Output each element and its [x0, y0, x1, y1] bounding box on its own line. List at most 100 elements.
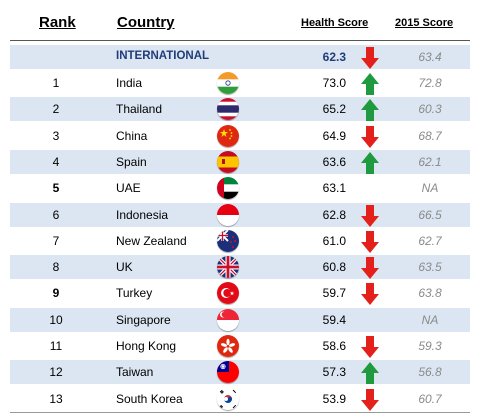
health-score-column-header: Health Score	[301, 17, 369, 29]
2015-score-cell: 60.3	[418, 102, 442, 117]
2015-score-cell: 62.7	[418, 233, 442, 248]
country-cell: India	[116, 76, 143, 90]
table-row: 4 Spain 63.6 62.1	[10, 148, 470, 174]
table-row: 11 Hong Kong 58.6 59.3	[10, 333, 470, 358]
rank-cell: 9	[52, 286, 60, 301]
table-row: 6 Indonesia 62.8 66.5	[10, 201, 470, 227]
country-cell: Thailand	[116, 102, 163, 117]
table-row: 12 Taiwan 57.3 56.8	[10, 359, 470, 385]
health-score-cell: 58.6	[322, 339, 346, 353]
health-score-cell: 65.2	[322, 102, 346, 117]
rank-cell: 2	[52, 102, 60, 117]
country-cell: Hong Kong	[116, 339, 177, 353]
2015-score-cell: NA	[421, 181, 439, 196]
2015-score-cell: 63.5	[418, 260, 442, 275]
international-row: INTERNATIONAL 62.3 63.4	[10, 44, 470, 69]
table-row: 9 Turkey 59.7 63.8	[10, 280, 470, 306]
south-korea-flag-icon	[217, 387, 239, 410]
2015-score-cell: 62.1	[418, 154, 442, 169]
international-2015-score: 63.4	[418, 50, 442, 64]
table-row: 5 UAE 63.1 NA	[10, 175, 470, 200]
india-flag-icon	[217, 72, 239, 94]
trend-down-icon	[361, 257, 379, 280]
rank-cell: 4	[52, 154, 60, 169]
country-cell: Taiwan	[116, 365, 154, 380]
rank-cell: 13	[49, 391, 63, 406]
health-score-cell: 63.1	[322, 181, 346, 196]
rank-column-header: Rank	[39, 14, 76, 31]
rank-cell: 11	[49, 339, 63, 353]
2015-score-cell: 68.7	[418, 128, 442, 143]
rank-cell: 1	[52, 76, 60, 90]
trend-up-icon	[361, 99, 379, 122]
trend-up-icon	[361, 73, 379, 95]
country-cell: New Zealand	[116, 233, 187, 248]
2015-score-cell: 59.3	[418, 339, 442, 353]
indonesia-flag-icon	[217, 203, 239, 226]
2015-score-cell: 66.5	[418, 207, 442, 222]
table-bottom-rule	[10, 412, 470, 413]
rank-cell: 8	[52, 260, 60, 275]
country-cell: Turkey	[116, 286, 153, 301]
trend-down-icon	[361, 230, 379, 253]
2015-score-cell: 56.8	[418, 365, 442, 380]
health-score-cell: 60.8	[322, 260, 346, 275]
health-score-cell: 64.9	[322, 128, 346, 143]
rank-cell: 10	[49, 312, 63, 327]
country-cell: China	[116, 128, 148, 143]
trend-up-icon	[361, 151, 379, 174]
health-score-cell: 59.7	[322, 286, 346, 301]
rank-cell: 6	[52, 207, 60, 222]
rank-cell: 5	[52, 181, 60, 196]
country-cell: UAE	[116, 181, 141, 196]
thailand-flag-icon	[217, 98, 239, 121]
2015-score-cell: NA	[421, 312, 439, 327]
country-column-header: Country	[117, 14, 175, 31]
international-score: 62.3	[322, 50, 346, 64]
international-label: INTERNATIONAL	[116, 50, 210, 62]
table-row: 8 UK 60.8 63.5	[10, 254, 470, 280]
country-cell: Spain	[116, 154, 147, 169]
trend-down-icon	[361, 204, 379, 227]
trend-up-icon	[361, 362, 379, 385]
2015-score-cell: 60.7	[418, 391, 442, 406]
singapore-flag-icon	[217, 308, 239, 331]
health-score-cell: 59.4	[322, 312, 346, 327]
country-cell: Singapore	[116, 312, 171, 327]
spain-flag-icon	[217, 150, 239, 173]
rank-cell: 3	[52, 128, 60, 143]
trend-down-icon	[361, 47, 379, 69]
health-score-cell: 63.6	[322, 154, 346, 169]
country-cell: Indonesia	[116, 207, 169, 222]
country-cell: South Korea	[116, 391, 183, 406]
table-row: 2 Thailand 65.2 60.3	[10, 96, 470, 122]
table-row: 10 Singapore 59.4 NA	[10, 306, 470, 332]
table-header: Rank Country Health Score 2015 Score	[0, 0, 480, 42]
taiwan-flag-icon	[217, 361, 239, 384]
new-zealand-flag-icon	[217, 229, 239, 252]
table-row: 3 China 64.9 68.7	[10, 122, 470, 148]
table-row: 13 South Korea 53.9 60.7	[10, 385, 470, 411]
country-cell: UK	[116, 260, 133, 275]
uk-flag-icon	[217, 256, 239, 279]
trend-down-icon	[361, 283, 379, 306]
trend-down-icon	[361, 336, 379, 358]
header-divider	[10, 40, 470, 41]
trend-down-icon	[361, 125, 379, 148]
trend-down-icon	[361, 388, 379, 411]
health-score-cell: 61.0	[322, 233, 346, 248]
rank-cell: 7	[52, 233, 60, 248]
2015-score-cell: 72.8	[418, 76, 442, 90]
china-flag-icon	[217, 124, 239, 147]
health-score-cell: 53.9	[322, 391, 346, 406]
table-row: 1 India 73.0 72.8	[10, 70, 470, 95]
rank-cell: 12	[49, 365, 63, 380]
health-score-cell: 62.8	[322, 207, 346, 222]
health-score-cell: 57.3	[322, 365, 346, 380]
2015-score-cell: 63.8	[418, 286, 442, 301]
2015-score-column-header: 2015 Score	[395, 17, 454, 29]
hong-kong-flag-icon	[217, 335, 239, 357]
table-row: 7 New Zealand 61.0 62.7	[10, 227, 470, 253]
turkey-flag-icon	[217, 282, 239, 305]
health-score-cell: 73.0	[322, 76, 346, 90]
